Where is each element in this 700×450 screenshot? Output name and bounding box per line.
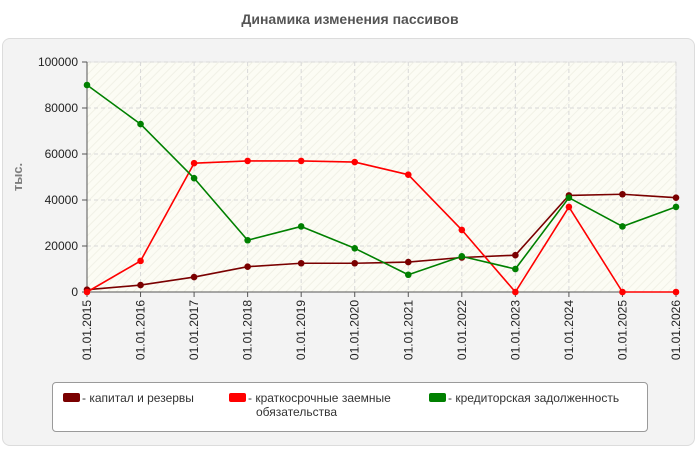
x-tick-label: 01.01.2015 [80, 300, 94, 360]
y-tick-label: 80000 [45, 101, 79, 115]
data-point-1[interactable] [672, 288, 680, 296]
legend-label-accounts-payable: - кредиторская задолженность [448, 391, 620, 405]
y-tick-label: 100000 [38, 55, 78, 69]
series-line-0 [86, 193, 677, 291]
data-point-1[interactable] [619, 288, 626, 296]
data-point-0[interactable] [297, 259, 305, 267]
grid-lines [87, 61, 677, 292]
series-line-2 [86, 84, 677, 276]
data-point-1[interactable] [512, 288, 519, 296]
x-tick-label: 01.01.2016 [134, 300, 148, 360]
y-tick-label: 0 [71, 285, 78, 299]
data-point-2[interactable] [512, 265, 519, 273]
data-point-1[interactable] [404, 171, 412, 178]
data-point-1[interactable] [137, 257, 144, 265]
data-point-1[interactable] [458, 226, 466, 234]
data-point-2[interactable] [351, 245, 359, 252]
data-point-2[interactable] [458, 253, 466, 260]
data-point-2[interactable] [672, 203, 680, 211]
data-point-2[interactable] [190, 174, 198, 182]
x-tick-label: 01.01.2019 [294, 300, 308, 360]
y-tick-label: 40000 [45, 193, 79, 207]
data-point-0[interactable] [137, 281, 144, 289]
x-tick-label: 01.01.2017 [187, 300, 201, 360]
legend-swatch-short-term-loans [229, 393, 246, 402]
data-point-2[interactable] [404, 271, 412, 279]
legend-label-capital: - капитал и резервы [82, 391, 194, 405]
x-tick-label: 01.01.2021 [401, 300, 415, 360]
x-tick-label: 01.01.2022 [455, 300, 469, 360]
x-tick-label: 01.01.2018 [241, 300, 255, 360]
x-tick-label: 01.01.2024 [562, 300, 576, 360]
series-line-1 [86, 160, 676, 293]
data-point-0[interactable] [404, 258, 412, 266]
data-point-2[interactable] [83, 81, 91, 89]
data-point-2[interactable] [137, 120, 144, 128]
y-tick-labels: 0 20000 40000 60000 80000 100000 [38, 55, 87, 299]
y-tick-label: 60000 [45, 147, 79, 161]
data-point-1[interactable] [83, 288, 91, 296]
data-point-2[interactable] [244, 236, 251, 244]
y-tick-label: 20000 [45, 239, 79, 253]
data-point-0[interactable] [619, 190, 626, 198]
data-point-1[interactable] [244, 157, 251, 165]
data-point-2[interactable] [619, 223, 626, 230]
series-group [83, 81, 680, 296]
legend: - капитал и резервы - краткосрочные заем… [52, 382, 648, 432]
x-tick-labels: 01.01.2015 01.01.2016 01.01.2017 01.01.2018… [80, 292, 683, 360]
data-point-0[interactable] [244, 263, 251, 271]
data-point-2[interactable] [565, 194, 573, 201]
legend-label-short-term-loans: - краткосрочные заемные обязательства [248, 391, 391, 419]
legend-label-short-term-loans-line2: обязательства [256, 405, 337, 419]
x-tick-label: 01.01.2020 [348, 300, 362, 360]
data-point-0[interactable] [351, 259, 359, 267]
legend-label-short-term-loans-line1: - краткосрочные заемные [248, 391, 391, 405]
data-point-2[interactable] [297, 223, 305, 230]
x-tick-label: 01.01.2025 [615, 300, 629, 360]
chart-title: Динамика изменения пассивов [241, 11, 459, 27]
data-point-1[interactable] [351, 158, 359, 166]
y-axis-label: тыс. [10, 163, 25, 191]
data-point-1[interactable] [190, 159, 198, 167]
plot-area [86, 61, 677, 293]
data-point-0[interactable] [512, 251, 519, 259]
legend-swatch-accounts-payable [429, 393, 446, 402]
data-point-1[interactable] [565, 203, 573, 211]
data-point-1[interactable] [297, 157, 305, 165]
x-tick-label: 01.01.2023 [508, 300, 522, 360]
x-tick-label: 01.01.2026 [669, 300, 683, 360]
data-point-0[interactable] [190, 273, 198, 281]
data-point-0[interactable] [672, 194, 680, 201]
legend-swatch-capital [63, 393, 80, 402]
